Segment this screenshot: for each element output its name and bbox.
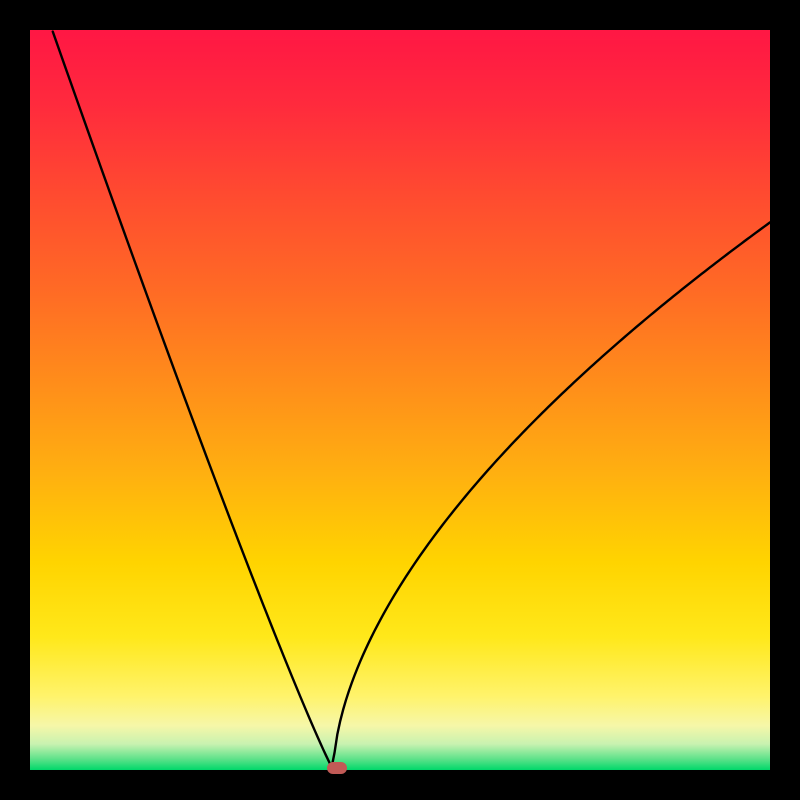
gradient-panel	[30, 30, 770, 770]
minimum-marker	[327, 762, 347, 774]
chart-svg	[0, 0, 800, 800]
chart-stage: TheBottleneck.com	[0, 0, 800, 800]
